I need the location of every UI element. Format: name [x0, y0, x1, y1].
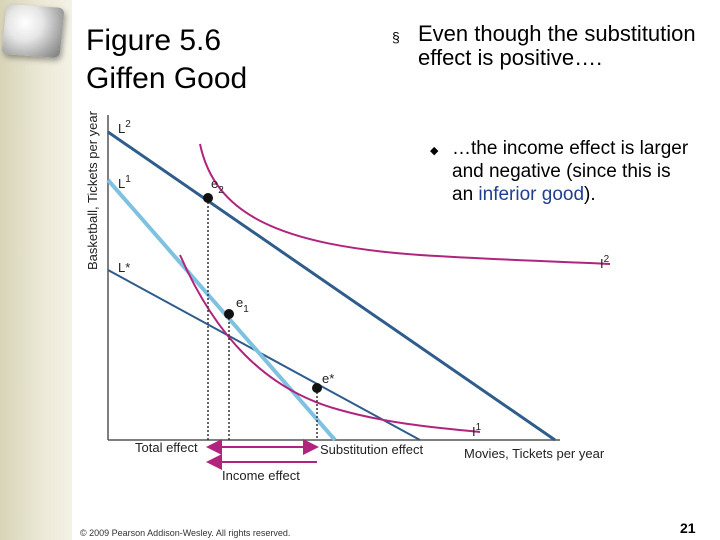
label-e2-sub: 2 [218, 185, 224, 196]
label-e1-sub: 1 [243, 304, 249, 315]
label-i1-base: I [472, 424, 476, 439]
bullet-main-text: Even though the substitution effect is p… [418, 21, 696, 70]
y-axis-label: Basketball, Tickets per year [85, 110, 100, 270]
point-e1 [224, 309, 234, 319]
label-l1: L1 [118, 174, 131, 191]
slide-title: Figure 5.6 Giffen Good [86, 22, 247, 98]
indifference-curve-i2 [199, 143, 611, 265]
label-e1: e1 [236, 295, 249, 315]
budget-line-lstar [107, 269, 421, 441]
bullet-diamond-icon: ◆ [430, 145, 439, 157]
title-line-2: Giffen Good [86, 62, 248, 95]
label-l1-base: L [118, 176, 125, 191]
label-l2-sup: 2 [125, 119, 131, 130]
budget-line-l2 [107, 130, 556, 442]
point-e2 [203, 193, 213, 203]
page-number: 21 [680, 520, 696, 536]
substitution-effect-label: Substitution effect [320, 442, 423, 457]
point-estar [312, 383, 322, 393]
label-l2: L2 [118, 119, 131, 136]
label-i2-sup: 2 [604, 254, 610, 265]
label-e1-base: e [236, 295, 243, 310]
decorative-sidebar [0, 0, 72, 540]
x-axis-label: Movies, Tickets per year [464, 446, 605, 461]
budget-line-l1 [106, 178, 337, 442]
copyright-footer: © 2009 Pearson Addison-Wesley. All right… [80, 528, 291, 538]
label-i1: I1 [472, 422, 482, 439]
label-l2-base: L [118, 121, 125, 136]
label-e2-base: e [211, 176, 218, 191]
label-l1-sup: 1 [125, 174, 131, 185]
label-e2: e2 [211, 176, 224, 196]
label-lstar: L* [118, 260, 130, 275]
bullet-sub-highlight: inferior good [478, 184, 585, 205]
label-i2: I2 [600, 254, 610, 271]
bullet-sub-text: …the income effect is larger and negativ… [452, 137, 692, 206]
income-effect-label: Income effect [222, 468, 300, 483]
label-i2-base: I [600, 256, 604, 271]
label-i1-sup: 1 [476, 422, 482, 433]
bullet-sub-text-b: ). [584, 184, 596, 205]
bullet-marker-icon: § [392, 29, 400, 45]
title-line-1: Figure 5.6 [86, 24, 222, 57]
total-effect-label: Total effect [135, 440, 198, 455]
label-estar: e* [322, 371, 334, 386]
indifference-curve-i1 [179, 254, 481, 433]
bullet-sub-text-a: …the income effect is larger and negativ… [452, 138, 689, 205]
